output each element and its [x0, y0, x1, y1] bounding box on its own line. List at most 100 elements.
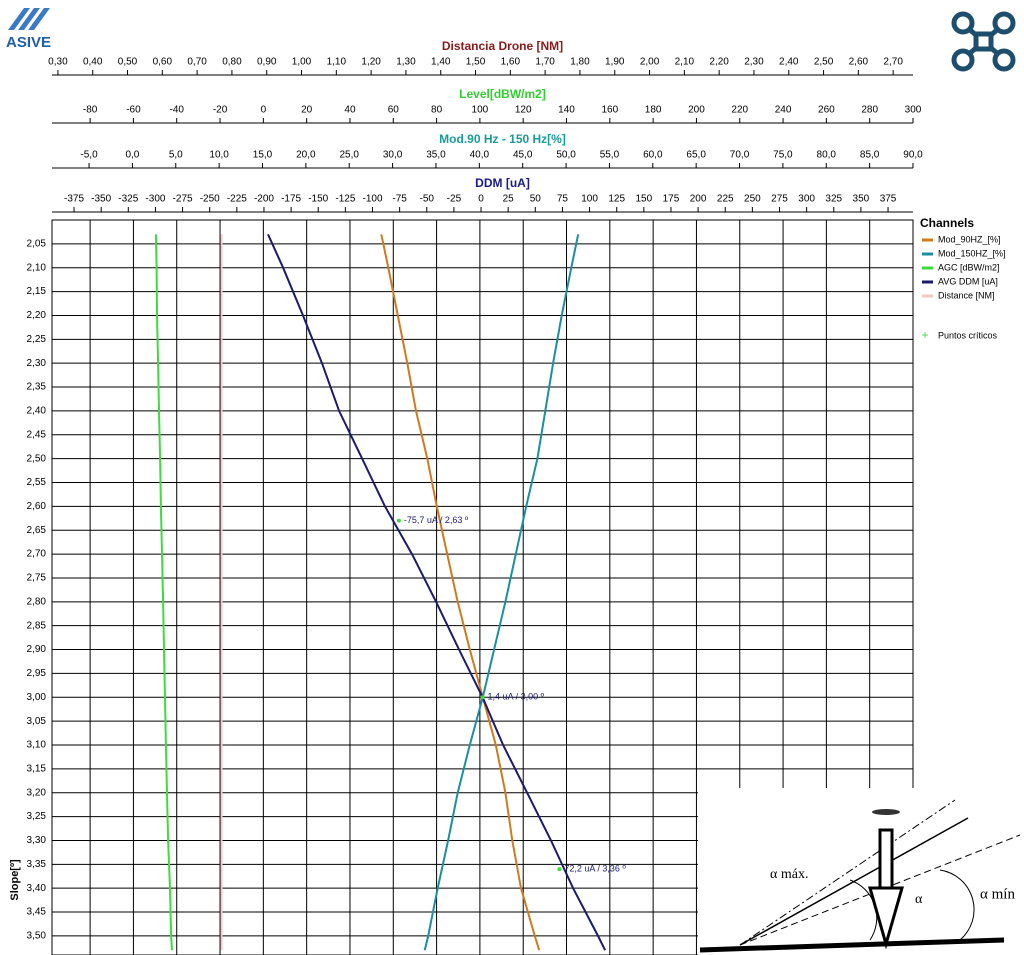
legend-label: Distance [NM] [938, 290, 995, 300]
y-tick-label: 2,95 [27, 668, 47, 679]
y-tick-label: 3,25 [27, 811, 47, 822]
y-tick-label: 2,10 [27, 262, 47, 273]
arrow-head [868, 886, 904, 950]
x-tick-label: 2,30 [744, 57, 764, 68]
y-tick-label: 3,20 [27, 787, 47, 798]
y-tick-label: 2,90 [27, 644, 47, 655]
x-tick-label: 240 [775, 105, 792, 116]
x-tick-label: 2,40 [779, 57, 799, 68]
y-tick-label: 3,45 [27, 907, 47, 918]
y-tick-label: 2,50 [27, 453, 47, 464]
y-tick-label: 2,60 [27, 501, 47, 512]
y-tick-label: 3,35 [27, 859, 47, 870]
x-tick-label: 1,50 [466, 57, 486, 68]
critical-label: 72,2 uA / 3,36 º [564, 863, 626, 873]
x-tick-label: 2,00 [640, 57, 660, 68]
series-line [423, 234, 580, 951]
x-tick-label: 375 [880, 194, 897, 205]
angle-arc [939, 869, 975, 941]
x-tick-label: 40 [344, 105, 356, 116]
x-tick-label: 60 [388, 105, 400, 116]
x-tick-label: 350 [853, 194, 870, 205]
x-tick-label: 75,0 [773, 150, 793, 161]
x-tick-label: 25 [503, 194, 515, 205]
x-tick-label: -125 [335, 194, 355, 205]
x-tick-label: 60,0 [643, 150, 663, 161]
legend-label: Puntos críticos [938, 330, 998, 340]
drone-icon [951, 11, 1016, 72]
x-tick-label: -20 [213, 105, 228, 116]
x-axis-title: Mod.90 Hz - 150 Hz[%] [439, 132, 566, 146]
x-tick-label: 325 [825, 194, 842, 205]
x-tick-label: 1,20 [361, 57, 381, 68]
logo-text: ASIVE [6, 34, 51, 51]
legend-title: Channels [920, 216, 974, 230]
x-tick-label: 100 [472, 105, 489, 116]
x-tick-label: 175 [663, 194, 680, 205]
x-tick-label: 2,70 [883, 57, 903, 68]
x-tick-label: 50,0 [556, 150, 576, 161]
y-tick-label: 2,80 [27, 596, 47, 607]
logo-stripe [8, 8, 30, 30]
y-tick-label: 2,15 [27, 286, 47, 297]
x-tick-label: -80 [83, 105, 98, 116]
x-tick-label: -25 [447, 194, 462, 205]
y-tick-label: 2,05 [27, 239, 47, 250]
x-tick-label: 10,0 [209, 150, 229, 161]
x-tick-label: -75 [392, 194, 407, 205]
x-axis-title: Distancia Drone [NM] [442, 39, 563, 53]
x-tick-label: 2,60 [849, 57, 869, 68]
x-tick-label: 80 [431, 105, 443, 116]
legend-label: Mod_90HZ_[%] [938, 234, 1001, 244]
y-tick-label: 2,30 [27, 358, 47, 369]
x-tick-label: -200 [254, 194, 274, 205]
critical-label: -75,7 uA / 2,63 º [404, 515, 469, 525]
x-tick-label: 0 [478, 194, 484, 205]
x-tick-label: 220 [731, 105, 748, 116]
arrow-body [878, 828, 894, 892]
x-tick-label: -40 [170, 105, 185, 116]
y-tick-label: 2,20 [27, 310, 47, 321]
x-tick-label: 100 [581, 194, 598, 205]
x-tick-label: 0,60 [153, 57, 173, 68]
series-line [380, 234, 541, 951]
x-tick-label: -150 [308, 194, 328, 205]
y-tick-label: 3,00 [27, 692, 47, 703]
legend-label: AGC [dBW/m2] [938, 262, 1000, 272]
x-tick-label: 25,0 [340, 150, 360, 161]
x-tick-label: 1,40 [431, 57, 451, 68]
x-tick-label: 5,0 [169, 150, 183, 161]
x-tick-label: 65,0 [686, 150, 706, 161]
x-tick-label: 200 [688, 105, 705, 116]
y-tick-label: 3,05 [27, 716, 47, 727]
drone [872, 809, 900, 815]
x-tick-label: -5,0 [80, 150, 98, 161]
y-tick-label: 2,65 [27, 525, 47, 536]
y-tick-label: 2,55 [27, 477, 47, 488]
logo-stripe [28, 8, 50, 30]
y-tick-label: 2,25 [27, 334, 47, 345]
x-tick-label: 0 [261, 105, 267, 116]
x-tick-label: 0,70 [187, 57, 207, 68]
legend-marker: + [921, 328, 928, 342]
y-axis-title: Slope[º] [9, 859, 21, 901]
x-tick-label: 0,90 [257, 57, 277, 68]
x-tick-label: 40,0 [470, 150, 490, 161]
logo-stripe [18, 8, 40, 30]
x-tick-label: 300 [798, 194, 815, 205]
x-tick-label: -300 [145, 194, 165, 205]
critical-point [480, 695, 485, 700]
x-tick-label: 120 [515, 105, 532, 116]
y-tick-label: 2,70 [27, 549, 47, 560]
x-axis-title: DDM [uA] [475, 176, 530, 190]
x-tick-label: 55,0 [600, 150, 620, 161]
x-tick-label: -225 [227, 194, 247, 205]
x-tick-label: 180 [645, 105, 662, 116]
inset-diagram: α máx. α α mín [698, 788, 1024, 955]
y-tick-label: 3,40 [27, 883, 47, 894]
y-tick-label: 2,85 [27, 620, 47, 631]
legend-label: AVG DDM [uA] [938, 276, 998, 286]
x-tick-label: 300 [905, 105, 922, 116]
x-tick-label: 1,10 [327, 57, 347, 68]
